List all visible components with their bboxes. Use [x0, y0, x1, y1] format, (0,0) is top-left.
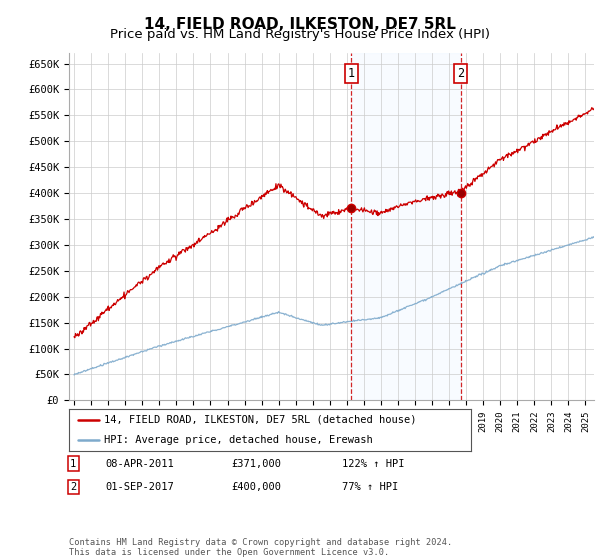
Text: Contains HM Land Registry data © Crown copyright and database right 2024.
This d: Contains HM Land Registry data © Crown c… [69, 538, 452, 557]
Text: 1: 1 [70, 459, 76, 469]
Text: £400,000: £400,000 [231, 482, 281, 492]
Text: 1: 1 [348, 67, 355, 81]
Text: 122% ↑ HPI: 122% ↑ HPI [342, 459, 404, 469]
Bar [352, 53, 461, 400]
Text: 14, FIELD ROAD, ILKESTON, DE7 5RL (detached house): 14, FIELD ROAD, ILKESTON, DE7 5RL (detac… [104, 415, 417, 424]
Text: 14, FIELD ROAD, ILKESTON, DE7 5RL: 14, FIELD ROAD, ILKESTON, DE7 5RL [144, 17, 456, 32]
Text: 77% ↑ HPI: 77% ↑ HPI [342, 482, 398, 492]
Text: 2: 2 [457, 67, 464, 81]
Text: HPI: Average price, detached house, Erewash: HPI: Average price, detached house, Erew… [104, 435, 373, 445]
Text: 2: 2 [70, 482, 76, 492]
Text: 01-SEP-2017: 01-SEP-2017 [105, 482, 174, 492]
Text: £371,000: £371,000 [231, 459, 281, 469]
Text: Price paid vs. HM Land Registry's House Price Index (HPI): Price paid vs. HM Land Registry's House … [110, 28, 490, 41]
Text: 08-APR-2011: 08-APR-2011 [105, 459, 174, 469]
